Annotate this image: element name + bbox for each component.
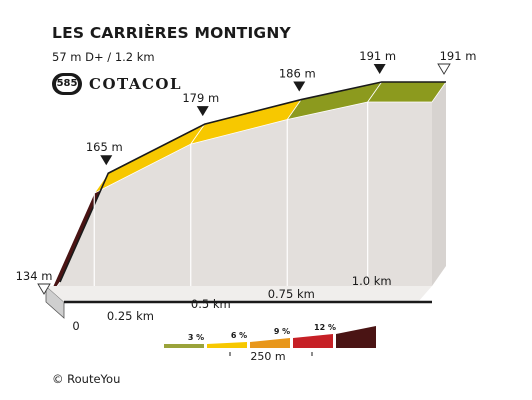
climb-title: LES CARRIÈRES MONTIGNY <box>52 24 291 42</box>
badge-number: 585 <box>56 76 78 92</box>
profile-base-floor <box>46 286 432 302</box>
x-tick-label: 0.5 km <box>191 297 231 311</box>
climb-stats: 57 m D+ / 1.2 km <box>52 50 155 64</box>
x-tick-label: 0.75 km <box>268 287 315 301</box>
copyright-text: © RouteYou <box>52 372 121 386</box>
elevation-marker-open <box>437 63 451 75</box>
profile-top-edge <box>59 81 446 283</box>
legend-swatch <box>250 338 290 348</box>
legend-label: 3 % <box>188 333 204 342</box>
legend-swatch <box>336 326 376 348</box>
legend-swatch <box>164 344 204 348</box>
legend-label: 6 % <box>231 331 247 340</box>
elevation-label: 165 m <box>86 140 123 154</box>
elevation-marker <box>100 155 113 166</box>
profile-end-wall <box>432 82 446 286</box>
cotacol-brand: COTACOL <box>89 75 183 93</box>
legend-label: 9 % <box>274 327 290 336</box>
elevation-label: 191 m <box>359 49 396 63</box>
legend-scale-label: 250 m <box>250 350 285 363</box>
elevation-marker <box>373 64 386 74</box>
legend-swatch <box>207 342 247 348</box>
legend-swatch <box>293 334 333 348</box>
elevation-label: 134 m <box>16 269 53 283</box>
profile-segment <box>366 81 447 103</box>
cotacol-number-badge: 585 <box>52 73 82 95</box>
x-tick-label: 1.0 km <box>352 274 392 288</box>
elevation-marker <box>293 81 306 92</box>
elevation-label: 186 m <box>279 67 316 81</box>
elevation-label: 191 m <box>440 49 477 63</box>
x-tick-label: 0.25 km <box>107 309 154 323</box>
elevation-marker <box>196 106 209 117</box>
profile-front-wall <box>46 102 432 302</box>
elevation-label: 179 m <box>182 91 219 105</box>
x-tick-label: 0 <box>72 319 79 333</box>
elevation-marker-open <box>37 283 51 295</box>
legend-label: 12 % <box>314 323 336 332</box>
